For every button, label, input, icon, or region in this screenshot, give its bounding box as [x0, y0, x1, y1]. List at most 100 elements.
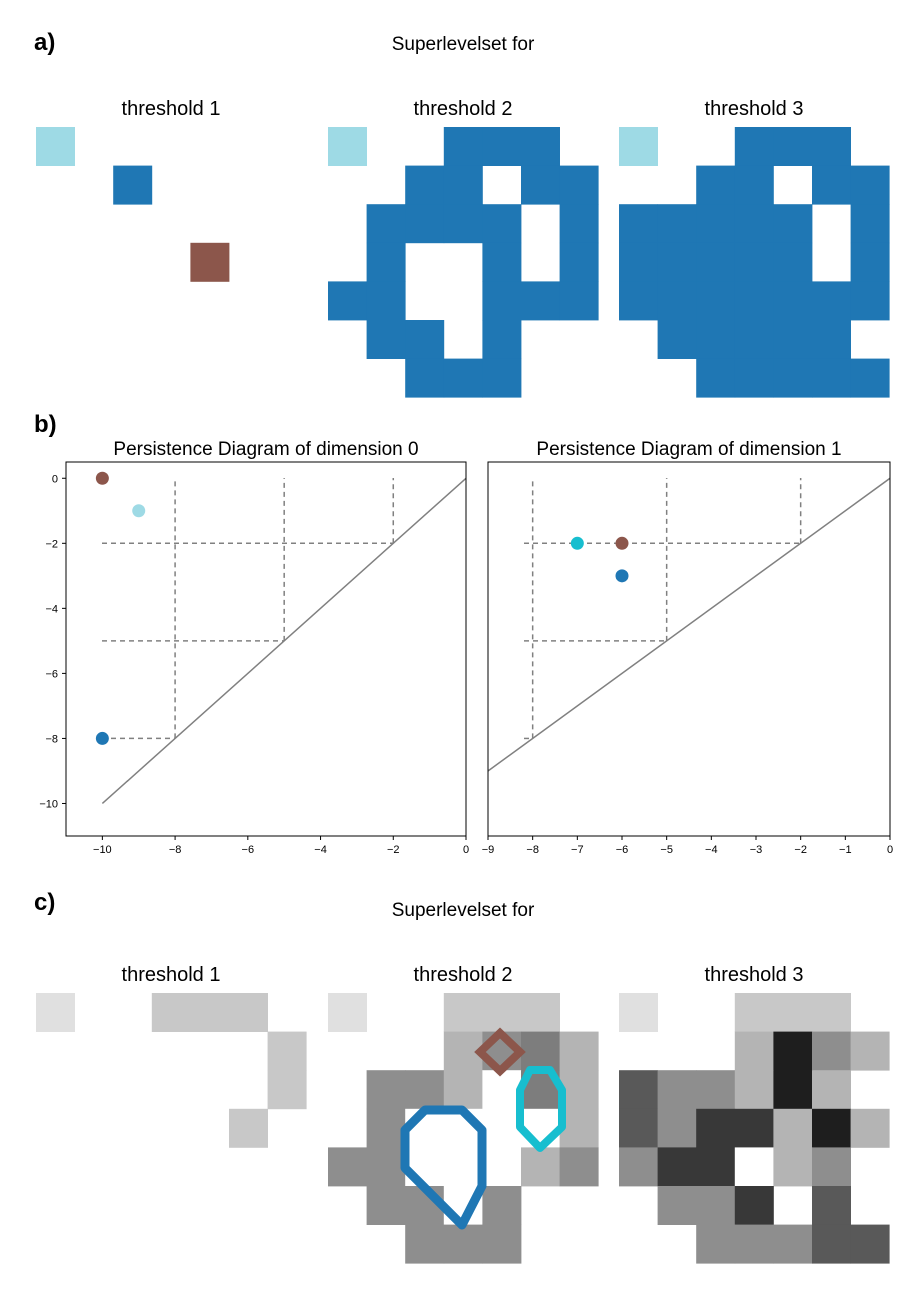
pixel-gray-w: [482, 1070, 522, 1110]
panel-c-threshold-1-label: threshold 1: [122, 964, 221, 986]
brown-cycle-outline: [474, 1027, 526, 1077]
pixel-gray-w: [482, 1147, 522, 1187]
panel-c-threshold-2-label: threshold 2: [414, 964, 513, 986]
pixel-dark-blue: [773, 127, 813, 166]
x-tick-label: −6: [242, 844, 255, 856]
pixel-dark-blue: [773, 358, 813, 398]
panel-a-grid-threshold-2: [328, 127, 599, 398]
pixel-gray-d: [657, 1186, 697, 1225]
panel-c-threshold-3-label: threshold 3: [705, 964, 804, 986]
pixel-gray-c: [850, 1108, 890, 1148]
pixel-gray-f: [773, 1031, 813, 1071]
pixel-dark-blue: [850, 358, 890, 398]
pixel-gray-c: [734, 1070, 774, 1110]
pixel-gray-h: [657, 1147, 697, 1187]
pixel-dark-blue: [521, 165, 560, 205]
pixel-dark-blue: [734, 358, 774, 398]
pixel-dark-blue: [366, 281, 406, 321]
x-tick-label: −3: [750, 844, 763, 856]
pixel-dark-blue: [734, 320, 774, 359]
pixel-gray-b: [521, 993, 560, 1032]
panel-c-grid-threshold-1: [36, 993, 307, 1148]
diagonal-line: [101, 477, 467, 805]
pixel-dark-blue: [482, 358, 522, 398]
pixel-gray-d: [696, 1070, 736, 1110]
pixel-dark-blue: [559, 242, 599, 282]
pixel-gray-d: [366, 1070, 406, 1110]
pixel-gray-c: [850, 1031, 890, 1071]
pixel-dark-blue: [405, 358, 445, 398]
pixel-dark-blue: [443, 165, 483, 205]
pixel-dark-blue: [696, 281, 736, 321]
pixel-gray-w: [521, 1108, 560, 1148]
pixel-gray-b: [229, 1108, 268, 1148]
cyan-cycle-outline: [516, 1066, 566, 1152]
pixel-gray-h: [696, 1147, 736, 1187]
panel-a-threshold-1-label: threshold 1: [122, 98, 221, 120]
pixel-gray-b: [190, 993, 230, 1032]
pixel-gray-d: [482, 1186, 522, 1225]
pixel-dark-blue: [405, 204, 445, 244]
x-tick-label: −5: [660, 844, 673, 856]
pixel-gray-g: [812, 1224, 851, 1264]
pixel-gray-d: [734, 1224, 774, 1264]
y-tick-label: −6: [45, 668, 58, 680]
pixel-dark-blue: [696, 204, 736, 244]
pixel-gray-c: [812, 1070, 851, 1110]
pixel-dark-blue: [619, 281, 658, 321]
panel-label-b: b): [34, 411, 57, 438]
pixel-gray-a: [328, 993, 367, 1032]
panel-c-grid-threshold-2: [328, 993, 599, 1264]
pixel-dark-blue: [366, 242, 406, 282]
x-tick-label: −6: [616, 844, 629, 856]
pixel-gray-d: [559, 1147, 599, 1187]
pixel-gray-b: [482, 993, 522, 1032]
pixel-gray-d: [696, 1186, 736, 1225]
pixel-dark-blue: [328, 281, 367, 321]
pixel-gray-d: [366, 1108, 406, 1148]
pixel-dark-blue: [850, 242, 890, 282]
pixel-gray-g: [812, 1186, 851, 1225]
pixel-gray-d: [657, 1108, 697, 1148]
x-tick-label: −2: [387, 844, 400, 856]
pixel-dark-blue: [696, 242, 736, 282]
pixel-gray-c: [521, 1147, 560, 1187]
point-brown: [615, 536, 629, 550]
panel-a-threshold-2-label: threshold 2: [414, 98, 513, 120]
pixel-dark-blue: [619, 204, 658, 244]
pixel-dark-blue: [812, 281, 851, 321]
pixel-dark-blue: [850, 281, 890, 321]
y-tick-label: −8: [45, 733, 58, 745]
chart-title-dim-1: Persistence Diagram of dimension 1: [536, 439, 841, 460]
pixel-dark-blue: [850, 204, 890, 244]
x-tick-label: 0: [463, 844, 469, 856]
pixel-dark-blue: [696, 165, 736, 205]
pixel-gray-c: [559, 1031, 599, 1071]
pixel-dark-blue: [443, 358, 483, 398]
pixel-gray-c: [773, 1108, 813, 1148]
panel-c-cycle-outlines: [400, 1027, 566, 1230]
panel-c-title: Superlevelset for: [392, 900, 535, 921]
pixel-gray-d: [657, 1070, 697, 1110]
pixel-dark-blue: [812, 127, 851, 166]
pixel-gray-d: [812, 1147, 851, 1187]
pixel-gray-w: [443, 1147, 483, 1187]
pixel-gray-h: [696, 1108, 736, 1148]
panel-label-c: c): [34, 889, 55, 916]
pixel-gray-f: [812, 1108, 851, 1148]
pixel-dark-blue: [521, 281, 560, 321]
pixel-dark-blue: [443, 127, 483, 166]
pixel-brown: [190, 242, 230, 282]
persistence-diagram-dim-1: Persistence Diagram of dimension 1 −9 −8 −…: [482, 439, 893, 856]
pixel-gray-c: [443, 1070, 483, 1110]
x-tick-label: −8: [169, 844, 182, 856]
x-tick-label: 0: [887, 844, 893, 856]
axes-frame: [487, 461, 891, 837]
pixel-gray-d: [405, 1070, 445, 1110]
pixel-gray-d: [619, 1147, 658, 1187]
y-tick-label: −4: [45, 603, 58, 615]
pixel-gray-d: [366, 1186, 406, 1225]
pixel-gray-d: [328, 1147, 367, 1187]
pixel-gray-w: [734, 1147, 774, 1187]
x-tick-label: −10: [93, 844, 112, 856]
